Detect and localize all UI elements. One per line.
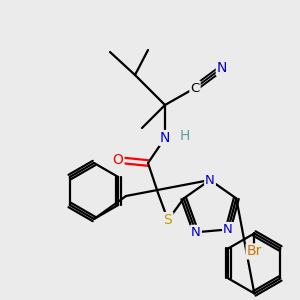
Text: N: N xyxy=(223,223,233,236)
Text: N: N xyxy=(217,61,227,75)
Text: Br: Br xyxy=(247,244,262,258)
Text: O: O xyxy=(112,153,123,167)
Text: N: N xyxy=(160,131,170,145)
Text: C: C xyxy=(190,82,200,94)
Text: N: N xyxy=(205,173,215,187)
Text: H: H xyxy=(180,129,190,143)
Text: S: S xyxy=(164,213,172,227)
Text: N: N xyxy=(191,226,201,239)
